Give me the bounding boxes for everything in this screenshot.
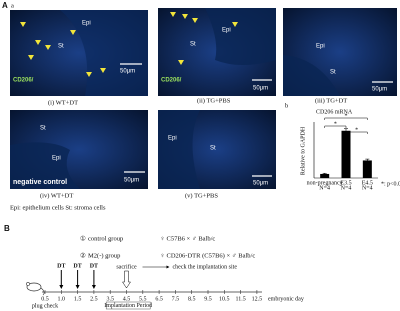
arrowheads: [170, 12, 238, 65]
bar: [362, 160, 372, 178]
stroma-label: St: [58, 44, 64, 50]
significance-mark: *: [334, 121, 337, 127]
sacrifice-label: sacrifice: [116, 263, 137, 270]
check-label: check the implantation site: [173, 264, 238, 270]
epithelium-label: Epi: [82, 21, 91, 27]
legend: Epi: epithelium cells St: stroma cells: [10, 204, 106, 211]
mouse-icon: [26, 282, 45, 296]
group-cross: ♀ CD206-DTR (C57B6) × ♂ Balb/c: [160, 252, 255, 259]
day-label: 5.5: [139, 296, 147, 302]
significance-mark: *: [345, 113, 348, 119]
period-box: [105, 301, 151, 310]
significance-bracket: [345, 131, 368, 134]
injection-label: DT: [73, 263, 81, 269]
stain-label: CD206/: [161, 78, 182, 84]
scale-label: 50μm: [124, 178, 139, 184]
day-label: 2.5: [90, 296, 98, 302]
epithelium-region: [60, 10, 148, 96]
stroma-label: St: [190, 42, 196, 48]
epithelium-label: Epi: [52, 156, 61, 162]
caption: (i) WT+DT: [48, 99, 78, 106]
day-label: 1.5: [74, 296, 82, 302]
caption: (v) TG+PBS: [185, 192, 218, 199]
epithelium-region: [205, 8, 276, 65]
epithelium-label: Epi: [168, 136, 177, 142]
group-number: ②: [80, 251, 86, 259]
sacrifice-arrow: [122, 270, 131, 289]
scale-label: 50μm: [253, 181, 268, 187]
plug-label: plug check: [32, 303, 58, 309]
caption: (iii) TG+DT: [315, 97, 347, 104]
injection-label: DT: [57, 263, 65, 269]
bar-chart: CD206 mRNA Relative to GAPDHnon-pregnancy…: [300, 109, 400, 191]
panel-label: B: [4, 224, 10, 233]
caption: (iv) WT+DT: [40, 192, 73, 199]
epithelium-region: [10, 142, 80, 189]
injection-arrowhead: [75, 285, 80, 289]
bar: [320, 173, 330, 178]
check-arrowhead: [166, 265, 170, 269]
day-label: 4.5: [123, 296, 131, 302]
bar: [341, 130, 351, 178]
control-tag: negative control: [13, 179, 67, 186]
day-label: 11.5: [235, 296, 245, 302]
injection-label: DT: [90, 263, 98, 269]
stroma-label: St: [210, 146, 216, 152]
day-label: 9.5: [204, 296, 212, 302]
axis-label: embryonic day: [268, 296, 304, 302]
stroma-label: St: [330, 70, 336, 76]
day-label: 6.5: [155, 296, 163, 302]
day-label: 1.0: [58, 296, 66, 302]
x-tick-count: N=4: [319, 185, 330, 191]
injection-arrowhead: [91, 285, 96, 289]
x-tick-label: non-pregnancy: [307, 180, 343, 186]
group-name: M2(-) group: [88, 252, 120, 259]
injection-arrowhead: [59, 285, 64, 289]
scale-label: 50μm: [120, 69, 135, 75]
day-label: 7.5: [172, 296, 180, 302]
x-tick-label: E3.5: [340, 180, 351, 186]
day-label: 10.5: [219, 296, 230, 302]
epithelium-label: Epi: [316, 44, 325, 50]
x-tick-count: N=4: [341, 185, 352, 191]
scale-label: 50μm: [253, 86, 268, 92]
stain-label: CD206/: [13, 78, 34, 84]
significance-bracket: [324, 125, 347, 128]
x-tick-count: N=4: [362, 185, 373, 191]
timeline: 0.5 1.0 1.5 2.5 3.5 4.5 5.5 6.5 7.5 8.5 9.5 10.5 11.…: [32, 263, 304, 309]
chart-title: CD206 mRNA: [316, 109, 353, 115]
caption: (ii) TG+PBS: [197, 97, 231, 104]
arrowheads: [20, 22, 106, 77]
group-number: ①: [80, 234, 86, 242]
group-name: control group: [88, 235, 123, 242]
panel-label: A: [2, 1, 8, 10]
epithelium-label: Epi: [222, 28, 231, 34]
scale-label: 50μm: [372, 87, 387, 93]
epithelium-region: [283, 55, 340, 96]
period-label: Implantation Period: [104, 303, 152, 309]
significance-note: *: p<0.05: [381, 181, 400, 187]
day-label: 12.5: [252, 296, 263, 302]
day-label: 0.5: [41, 296, 49, 302]
significance-mark: *: [355, 127, 358, 133]
sub-label: a: [11, 2, 14, 9]
x-tick-label: E4.5: [362, 180, 373, 186]
group-cross: ♀ C57B6 × ♂ Balb/c: [160, 235, 215, 242]
epithelium-region: [158, 110, 200, 189]
day-label: 8.5: [188, 296, 196, 302]
y-axis-label: Relative to GAPDH: [300, 126, 306, 175]
significance-bracket: [324, 117, 368, 120]
panel-label: b: [285, 102, 288, 109]
stroma-label: St: [40, 126, 46, 132]
day-label: 3.5: [106, 296, 114, 302]
